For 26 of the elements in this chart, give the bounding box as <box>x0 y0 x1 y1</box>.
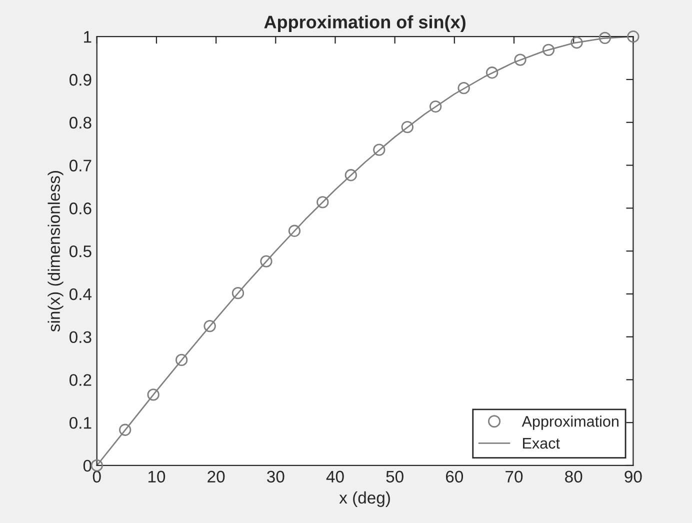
legend-label: Approximation <box>522 416 618 430</box>
x-tick-label: 20 <box>208 470 225 483</box>
legend-label: Exact <box>523 438 560 449</box>
x-axis-title: x (deg) <box>339 491 390 507</box>
y-tick-label: 0.9 <box>70 74 92 86</box>
x-tick-label: 30 <box>267 470 284 483</box>
x-tick-label: 40 <box>326 470 344 483</box>
chart-title: Approximation of sin(x) <box>264 15 466 32</box>
x-tick-label: 50 <box>386 470 404 483</box>
y-tick-label: 0.7 <box>70 160 92 172</box>
y-tick-label: 0.5 <box>70 245 92 258</box>
x-tick-label: 0 <box>92 470 101 483</box>
y-tick-label: 0.3 <box>70 331 92 344</box>
x-tick-label: 10 <box>148 470 166 483</box>
y-tick-label: 0 <box>83 460 92 472</box>
y-tick-label: 0.6 <box>70 202 92 214</box>
y-tick-label: 0.4 <box>70 288 92 300</box>
y-tick-label: 0.2 <box>70 374 92 386</box>
y-tick-label: 0.1 <box>70 416 92 429</box>
x-tick-label: 60 <box>446 470 464 483</box>
x-tick-label: 70 <box>506 470 523 483</box>
x-tick-label: 80 <box>565 470 582 483</box>
y-tick-label: 0.8 <box>70 116 92 129</box>
y-axis-title: sin(x) (dimensionless) <box>48 171 64 332</box>
x-tick-label: 90 <box>624 470 642 483</box>
y-tick-label: 1 <box>84 31 92 43</box>
